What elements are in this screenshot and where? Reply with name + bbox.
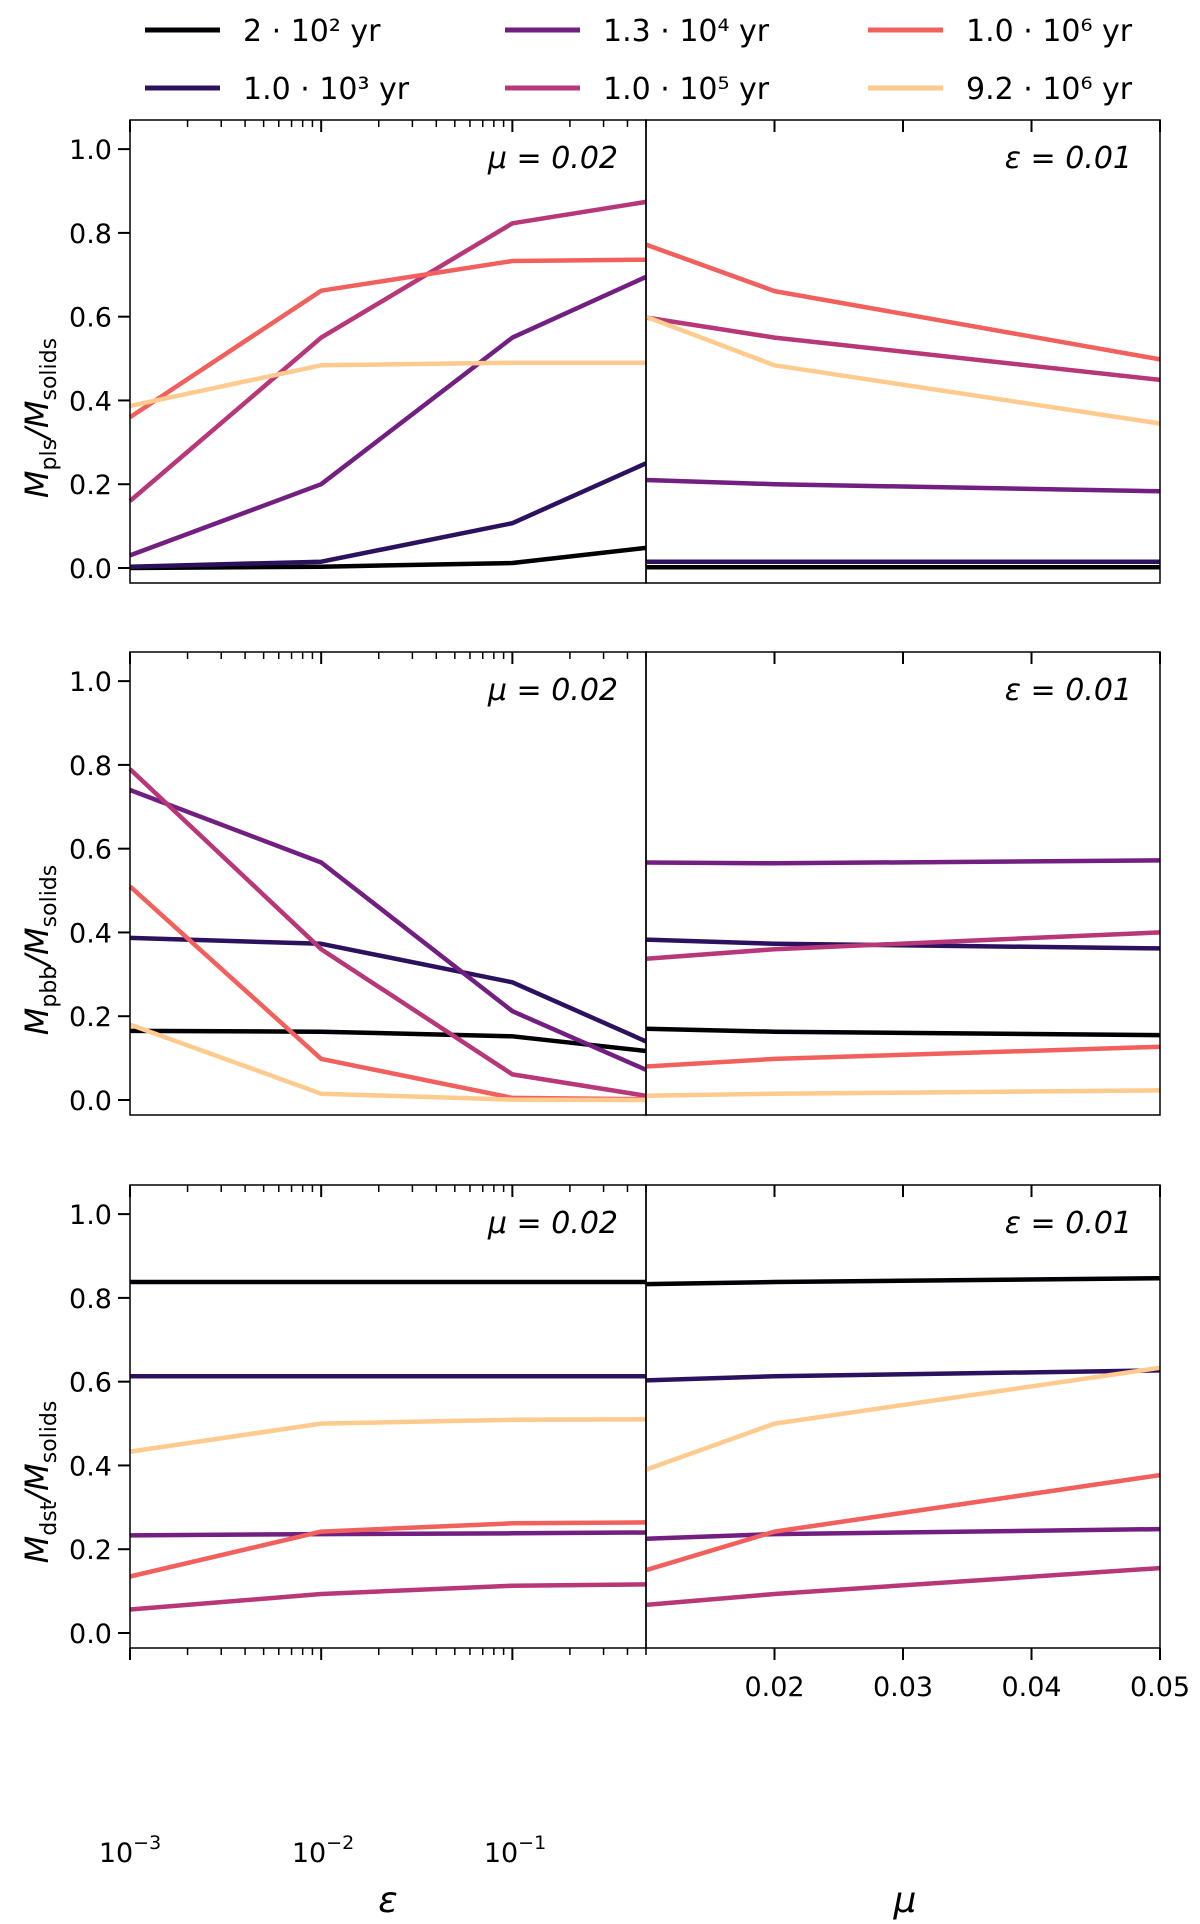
- xtick-label: 0.04: [1001, 1672, 1061, 1703]
- legend-label: 1.3 · 10⁴ yr: [603, 14, 770, 49]
- panel-r2-c0: 0.0 0.2 0.4 0.6 0.8 1.0 μ = 0.02: [69, 1184, 647, 1660]
- series-line: [645, 930, 1161, 962]
- legend-item: 1.3 · 10⁴ yr: [505, 14, 770, 49]
- xlabel-epsilon: ε: [378, 1880, 397, 1920]
- series-line: [129, 360, 646, 409]
- series-line: [129, 935, 647, 1044]
- series-line: [645, 242, 1161, 362]
- ytick-label: 0.8: [69, 751, 112, 782]
- legend-label: 9.2 · 10⁶ yr: [966, 72, 1133, 107]
- panel-frame: [645, 119, 1161, 584]
- panels: 0.0 0.2 0.4 0.6 0.8 1.0 μ = 0.02 ε = 0.01 0.0 0.2…: [69, 119, 1190, 1703]
- series-line: [129, 274, 647, 558]
- xtick-label-1e-2: 10−2: [292, 1832, 354, 1869]
- ylabel-top: Mpls/Msolids: [18, 338, 62, 498]
- series-line: [645, 1026, 1161, 1038]
- series-line: [129, 461, 647, 569]
- panel-r1-c1: ε = 0.01: [645, 651, 1161, 1116]
- ytick-label: 0.0: [69, 554, 112, 585]
- ytick-label: 0.4: [69, 1451, 112, 1482]
- legend-item: 2 · 10² yr: [145, 14, 381, 49]
- ytick-label: 1.0: [69, 667, 112, 698]
- ytick-label: 0.2: [69, 1002, 112, 1033]
- series-line: [645, 315, 1161, 383]
- series-line: [645, 1368, 1161, 1383]
- ytick-label: 1.0: [69, 135, 112, 166]
- series-line: [129, 1028, 647, 1054]
- panel-frame: [129, 651, 647, 1116]
- series-line: [645, 1088, 1161, 1099]
- series-line: [645, 937, 1161, 951]
- series-line: [645, 1044, 1161, 1069]
- xtick-label: 0.02: [744, 1672, 804, 1703]
- series-line: [129, 545, 647, 571]
- ytick-label: 0.4: [69, 918, 112, 949]
- series-line: [129, 1530, 647, 1538]
- legend-item: 1.0 · 10⁵ yr: [505, 72, 770, 107]
- legend-item: 1.0 · 10³ yr: [145, 72, 410, 107]
- ytick-label: 0.2: [69, 470, 112, 501]
- panel-annotation: ε = 0.01: [1005, 1206, 1132, 1241]
- series-line: [645, 858, 1161, 866]
- legend-label: 1.0 · 10³ yr: [243, 72, 410, 107]
- panel-annotation: ε = 0.01: [1005, 141, 1132, 176]
- panel-frame: [645, 1184, 1161, 1649]
- series-line: [645, 1472, 1161, 1573]
- series-line: [645, 1565, 1161, 1608]
- ytick-label: 0.2: [69, 1535, 112, 1566]
- series-line: [128, 199, 647, 503]
- panel-frame: [129, 1184, 647, 1649]
- legend-label: 1.0 · 10⁶ yr: [966, 14, 1133, 49]
- ytick-label: 0.6: [69, 303, 112, 334]
- panel-annotation: μ = 0.02: [487, 1206, 618, 1241]
- series-line: [129, 1520, 647, 1579]
- series-line: [645, 1526, 1161, 1542]
- ytick-label: 0.4: [69, 386, 112, 417]
- ytick-label: 0.8: [69, 219, 112, 250]
- xtick-label-1e-1: 10−1: [484, 1832, 546, 1869]
- panel-annotation: ε = 0.01: [1005, 673, 1132, 708]
- panel-annotation: μ = 0.02: [487, 141, 618, 176]
- series-line: [129, 1582, 647, 1612]
- legend-item: 1.0 · 10⁶ yr: [868, 14, 1133, 49]
- xlabel-mu: μ: [893, 1880, 917, 1920]
- series-line: [645, 1275, 1161, 1287]
- xtick-label: 0.05: [1130, 1672, 1190, 1703]
- series-line: [129, 1417, 647, 1454]
- legend-item: 9.2 · 10⁶ yr: [868, 72, 1133, 107]
- ylabel-bottom: Mdst/Msolids: [18, 1401, 62, 1564]
- ytick-label: 0.8: [69, 1284, 112, 1315]
- panel-frame: [645, 651, 1161, 1116]
- panel-r0-c0: 0.0 0.2 0.4 0.6 0.8 1.0 μ = 0.02: [69, 119, 647, 585]
- series-line: [645, 1365, 1161, 1472]
- series-line: [129, 787, 647, 1072]
- legend-label: 1.0 · 10⁵ yr: [603, 72, 770, 107]
- panel-r0-c1: ε = 0.01: [645, 119, 1161, 584]
- xtick-label-1e-3: 10−3: [99, 1832, 161, 1869]
- legend: 2 · 10² yr 1.3 · 10⁴ yr 1.0 · 10⁶ yr 1.0 · …: [145, 14, 1133, 107]
- series-line: [128, 767, 647, 1099]
- panel-frame: [129, 119, 647, 584]
- ytick-label: 0.6: [69, 1368, 112, 1399]
- series-line: [645, 477, 1161, 494]
- ytick-label: 1.0: [69, 1200, 112, 1231]
- xtick-label: 0.03: [873, 1672, 933, 1703]
- ytick-label: 0.0: [69, 1619, 112, 1650]
- panel-annotation: μ = 0.02: [487, 673, 618, 708]
- panel-r2-c1: 0.02 0.03 0.04 0.05 ε = 0.01: [645, 1184, 1190, 1703]
- legend-label: 2 · 10² yr: [243, 14, 381, 49]
- series-line: [128, 257, 647, 420]
- ytick-label: 0.6: [69, 835, 112, 866]
- ytick-label: 0.0: [69, 1086, 112, 1117]
- series-line: [645, 314, 1161, 426]
- ylabel-middle: Mpbb/Msolids: [18, 865, 62, 1035]
- panel-r1-c0: 0.0 0.2 0.4 0.6 0.8 1.0 μ = 0.02: [69, 651, 647, 1117]
- series-line: [129, 1022, 647, 1103]
